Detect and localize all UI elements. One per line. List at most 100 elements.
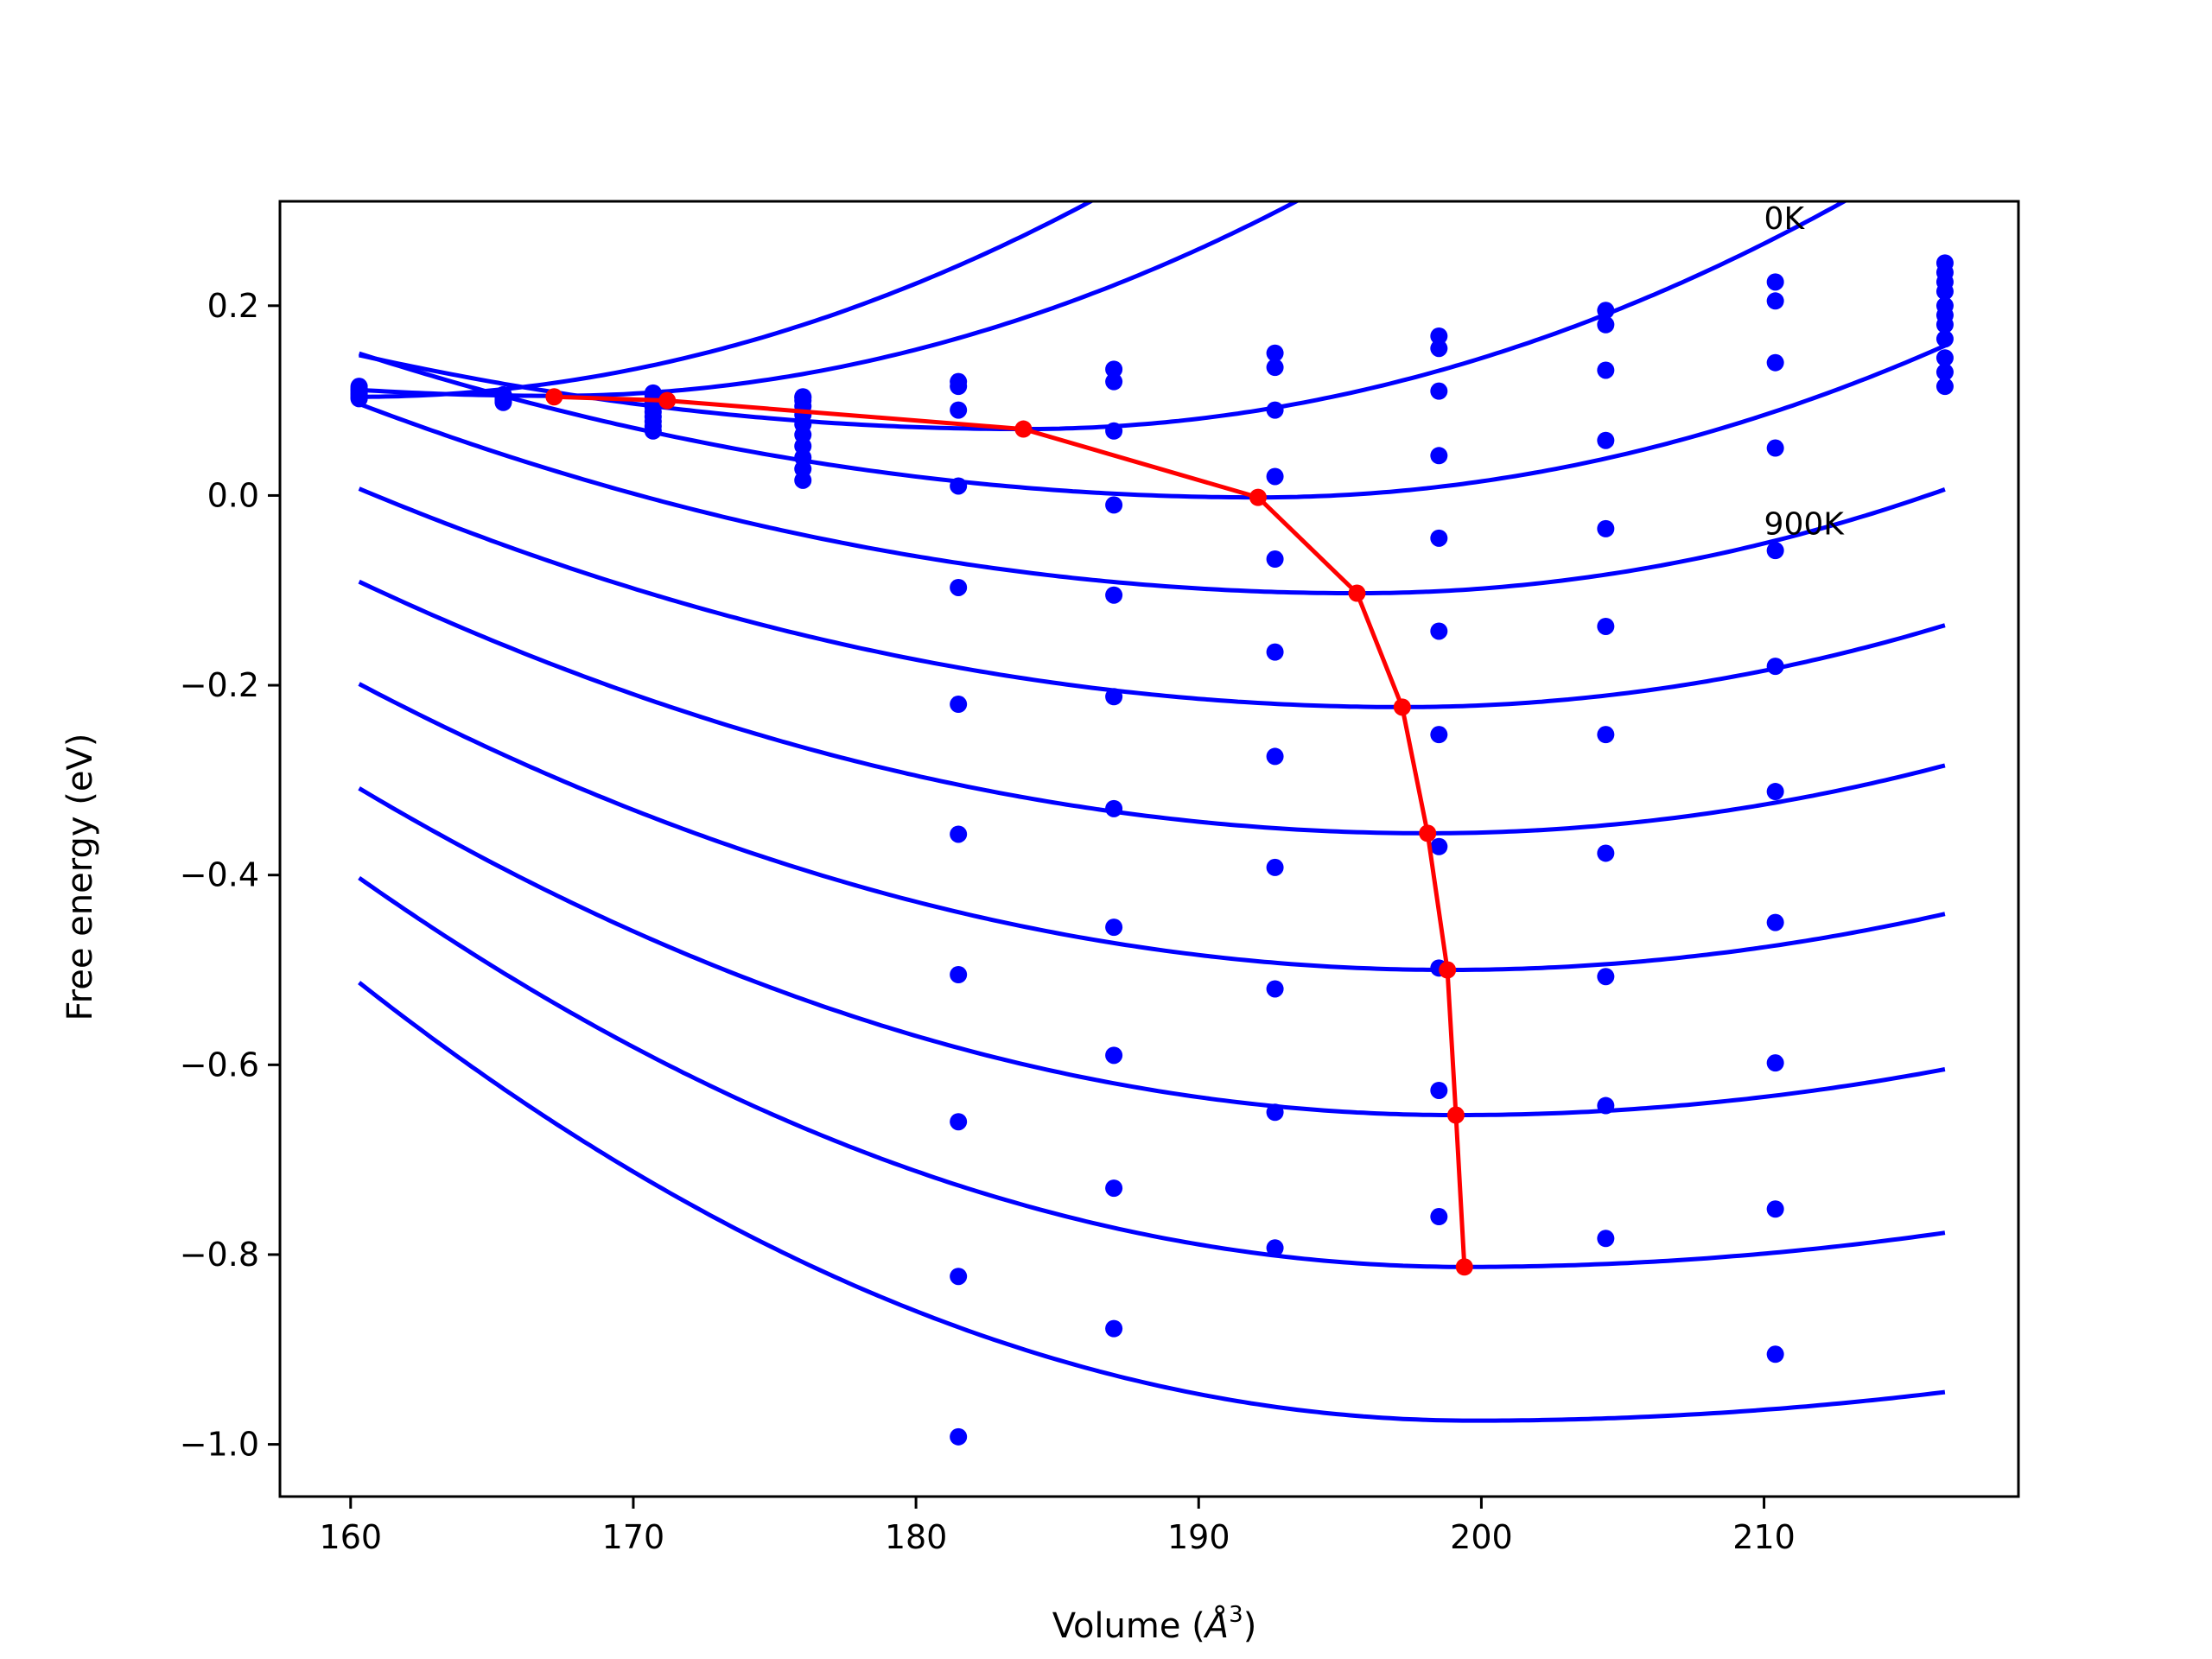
data-point-9-9: [1766, 1200, 1784, 1218]
data-point-9-10: [1936, 363, 1954, 381]
data-point-1-7: [1430, 340, 1448, 358]
data-point-5-5: [1105, 688, 1123, 706]
data-point-6-7: [1430, 726, 1448, 744]
minima-point-1: [658, 391, 677, 410]
minima-point-3: [1249, 488, 1267, 506]
fit-curve-3: [358, 343, 1946, 500]
y-tick-label-3: −0.4: [180, 856, 259, 894]
fit-curve-4: [358, 402, 1946, 595]
data-point-4-7: [1430, 529, 1448, 547]
fit-curve-9: [358, 875, 1946, 1269]
data-point-0-7: [1430, 327, 1448, 345]
minima-line: [554, 394, 1467, 1268]
data-point-8-8: [1597, 968, 1615, 986]
data-point-7-4: [950, 966, 968, 984]
x-axis-label-unit: Å: [1203, 1605, 1229, 1646]
x-tick-label-0: 160: [320, 1518, 383, 1556]
minima-point-0: [545, 388, 563, 406]
y-tick-label-2: −0.2: [180, 666, 259, 704]
data-point-5-4: [950, 696, 968, 714]
annotation-0: 0K: [1764, 201, 1806, 237]
data-point-5-7: [1430, 622, 1448, 640]
data-point-9-8: [1597, 1096, 1615, 1115]
y-tick-label-6: −1.0: [180, 1426, 259, 1464]
fit-curve-10: [358, 981, 1946, 1423]
data-point-3-9: [1766, 439, 1784, 457]
data-point-10-9: [1766, 1345, 1784, 1363]
data-point-10-1: [494, 393, 512, 411]
data-point-3-4: [950, 477, 968, 495]
data-point-6-5: [1105, 799, 1123, 817]
data-point-9-4: [950, 1268, 968, 1286]
data-point-6-10: [1936, 315, 1954, 334]
x-tick-label-1: 170: [602, 1518, 665, 1556]
data-point-0-8: [1597, 302, 1615, 320]
data-point-4-4: [950, 578, 968, 596]
data-point-4-6: [1266, 550, 1284, 569]
data-point-4-5: [1105, 586, 1123, 604]
data-point-1-6: [1266, 359, 1284, 377]
data-point-4-8: [1597, 519, 1615, 537]
data-point-4-9: [1766, 542, 1784, 560]
data-point-7-6: [1266, 858, 1284, 876]
data-point-10-3: [794, 471, 812, 489]
data-point-1-9: [1766, 292, 1784, 310]
data-point-2-8: [1597, 361, 1615, 379]
fit-curve-6: [358, 579, 1946, 836]
data-point-1-8: [1597, 315, 1615, 334]
data-point-10-10: [1936, 378, 1954, 396]
x-tick-label-3: 190: [1167, 1518, 1230, 1556]
data-point-9-6: [1266, 1103, 1284, 1122]
data-point-0-9: [1766, 273, 1784, 291]
fit-curve-1: [359, 201, 1301, 398]
data-point-10-7: [1430, 1208, 1448, 1226]
data-point-7-5: [1105, 918, 1123, 937]
data-point-2-4: [950, 401, 968, 419]
data-point-3-10: [1936, 283, 1954, 301]
data-point-10-8: [1597, 1230, 1615, 1248]
data-point-9-7: [1430, 1081, 1448, 1099]
data-point-5-9: [1766, 658, 1784, 676]
minima-point-7: [1439, 961, 1457, 979]
x-tick-label-5: 210: [1732, 1518, 1796, 1556]
data-point-1-5: [1105, 372, 1123, 391]
minima-point-8: [1446, 1106, 1465, 1124]
data-point-8-5: [1105, 1046, 1123, 1065]
y-axis-label: Free energy (eV): [60, 734, 100, 1021]
data-point-10-2: [644, 422, 662, 440]
data-point-1-4: [950, 378, 968, 396]
minima-point-9: [1455, 1258, 1473, 1276]
data-point-2-5: [1105, 422, 1123, 440]
data-point-5-8: [1597, 617, 1615, 635]
data-point-2-9: [1766, 353, 1784, 372]
x-tick-label-4: 200: [1450, 1518, 1513, 1556]
data-point-5-6: [1266, 643, 1284, 661]
y-tick-label-1: 0.0: [207, 476, 259, 514]
data-point-6-8: [1597, 726, 1615, 744]
data-point-2-6: [1266, 401, 1284, 419]
annotation-1: 900K: [1764, 506, 1846, 542]
data-point-6-9: [1766, 783, 1784, 801]
fit-curve-7: [358, 682, 1946, 972]
y-tick-label-5: −0.8: [180, 1236, 259, 1274]
data-point-8-4: [950, 1113, 968, 1131]
data-point-10-6: [1266, 1239, 1284, 1257]
data-point-2-7: [1430, 382, 1448, 400]
fit-curve-0: [359, 201, 1096, 399]
x-axis-label-text: Volume (: [1052, 1606, 1205, 1646]
data-point-7-9: [1766, 913, 1784, 931]
data-point-0-5: [1105, 360, 1123, 378]
x-axis-label-close: ): [1243, 1606, 1257, 1646]
minima-point-2: [1014, 420, 1033, 438]
data-point-6-4: [950, 825, 968, 843]
data-point-10-4: [950, 1427, 968, 1446]
minima-point-6: [1419, 824, 1437, 842]
x-axis-label: Volume (Å3): [1052, 1602, 1257, 1646]
data-point-9-5: [1105, 1179, 1123, 1198]
data-point-10-5: [1105, 1319, 1123, 1338]
data-point-3-8: [1597, 431, 1615, 449]
data-point-0-6: [1266, 344, 1284, 362]
data-point-7-7: [1430, 837, 1448, 855]
